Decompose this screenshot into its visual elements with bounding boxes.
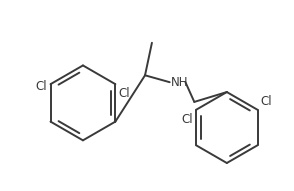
Text: Cl: Cl (181, 113, 193, 126)
Text: Cl: Cl (260, 95, 272, 108)
Text: Cl: Cl (35, 80, 46, 93)
Text: NH: NH (171, 76, 188, 89)
Text: Cl: Cl (118, 87, 130, 100)
